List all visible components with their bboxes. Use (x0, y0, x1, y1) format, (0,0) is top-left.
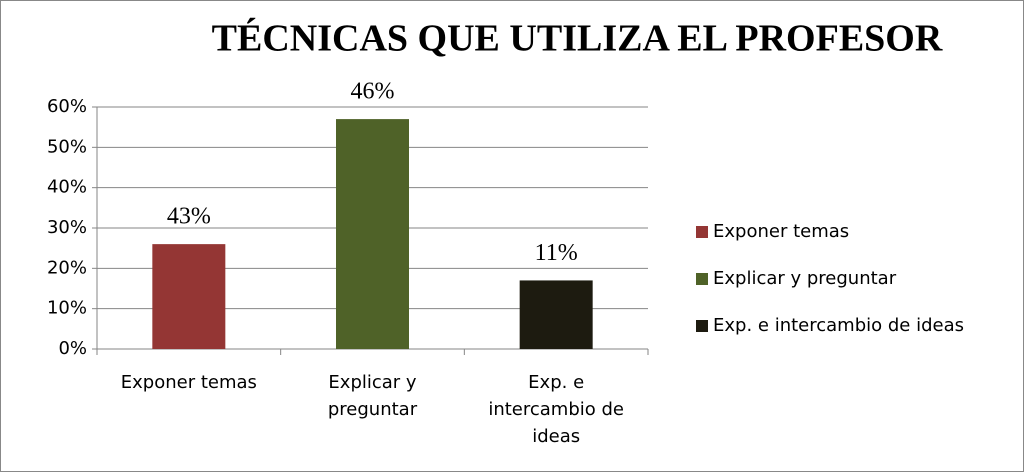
legend-swatch (696, 273, 708, 285)
chart-title: TÉCNICAS QUE UTILIZA EL PROFESOR (212, 18, 943, 60)
data-label: 43% (167, 204, 211, 230)
bar (152, 244, 226, 349)
y-tick-label: 0% (58, 338, 87, 359)
legend-swatch (696, 226, 708, 238)
legend-swatch (696, 320, 708, 332)
x-tick-label: Exponer temas (121, 372, 257, 393)
legend-label: Explicar y preguntar (713, 268, 897, 289)
bar (336, 119, 409, 349)
y-tick-label: 20% (47, 257, 87, 278)
x-tick-label: Exp. e intercambio de ideas (488, 372, 624, 447)
x-tick-label: Explicar y preguntar (328, 372, 418, 420)
y-tick-label: 10% (47, 298, 87, 319)
data-label: 46% (351, 79, 395, 105)
y-tick-label: 40% (47, 177, 87, 198)
y-tick-label: 50% (47, 136, 87, 157)
legend-label: Exponer temas (713, 221, 849, 242)
legend-label: Exp. e intercambio de ideas (713, 315, 964, 336)
y-tick-label: 60% (47, 96, 87, 117)
y-tick-label: 30% (47, 217, 87, 238)
bar (519, 280, 593, 349)
data-label: 11% (535, 240, 578, 266)
